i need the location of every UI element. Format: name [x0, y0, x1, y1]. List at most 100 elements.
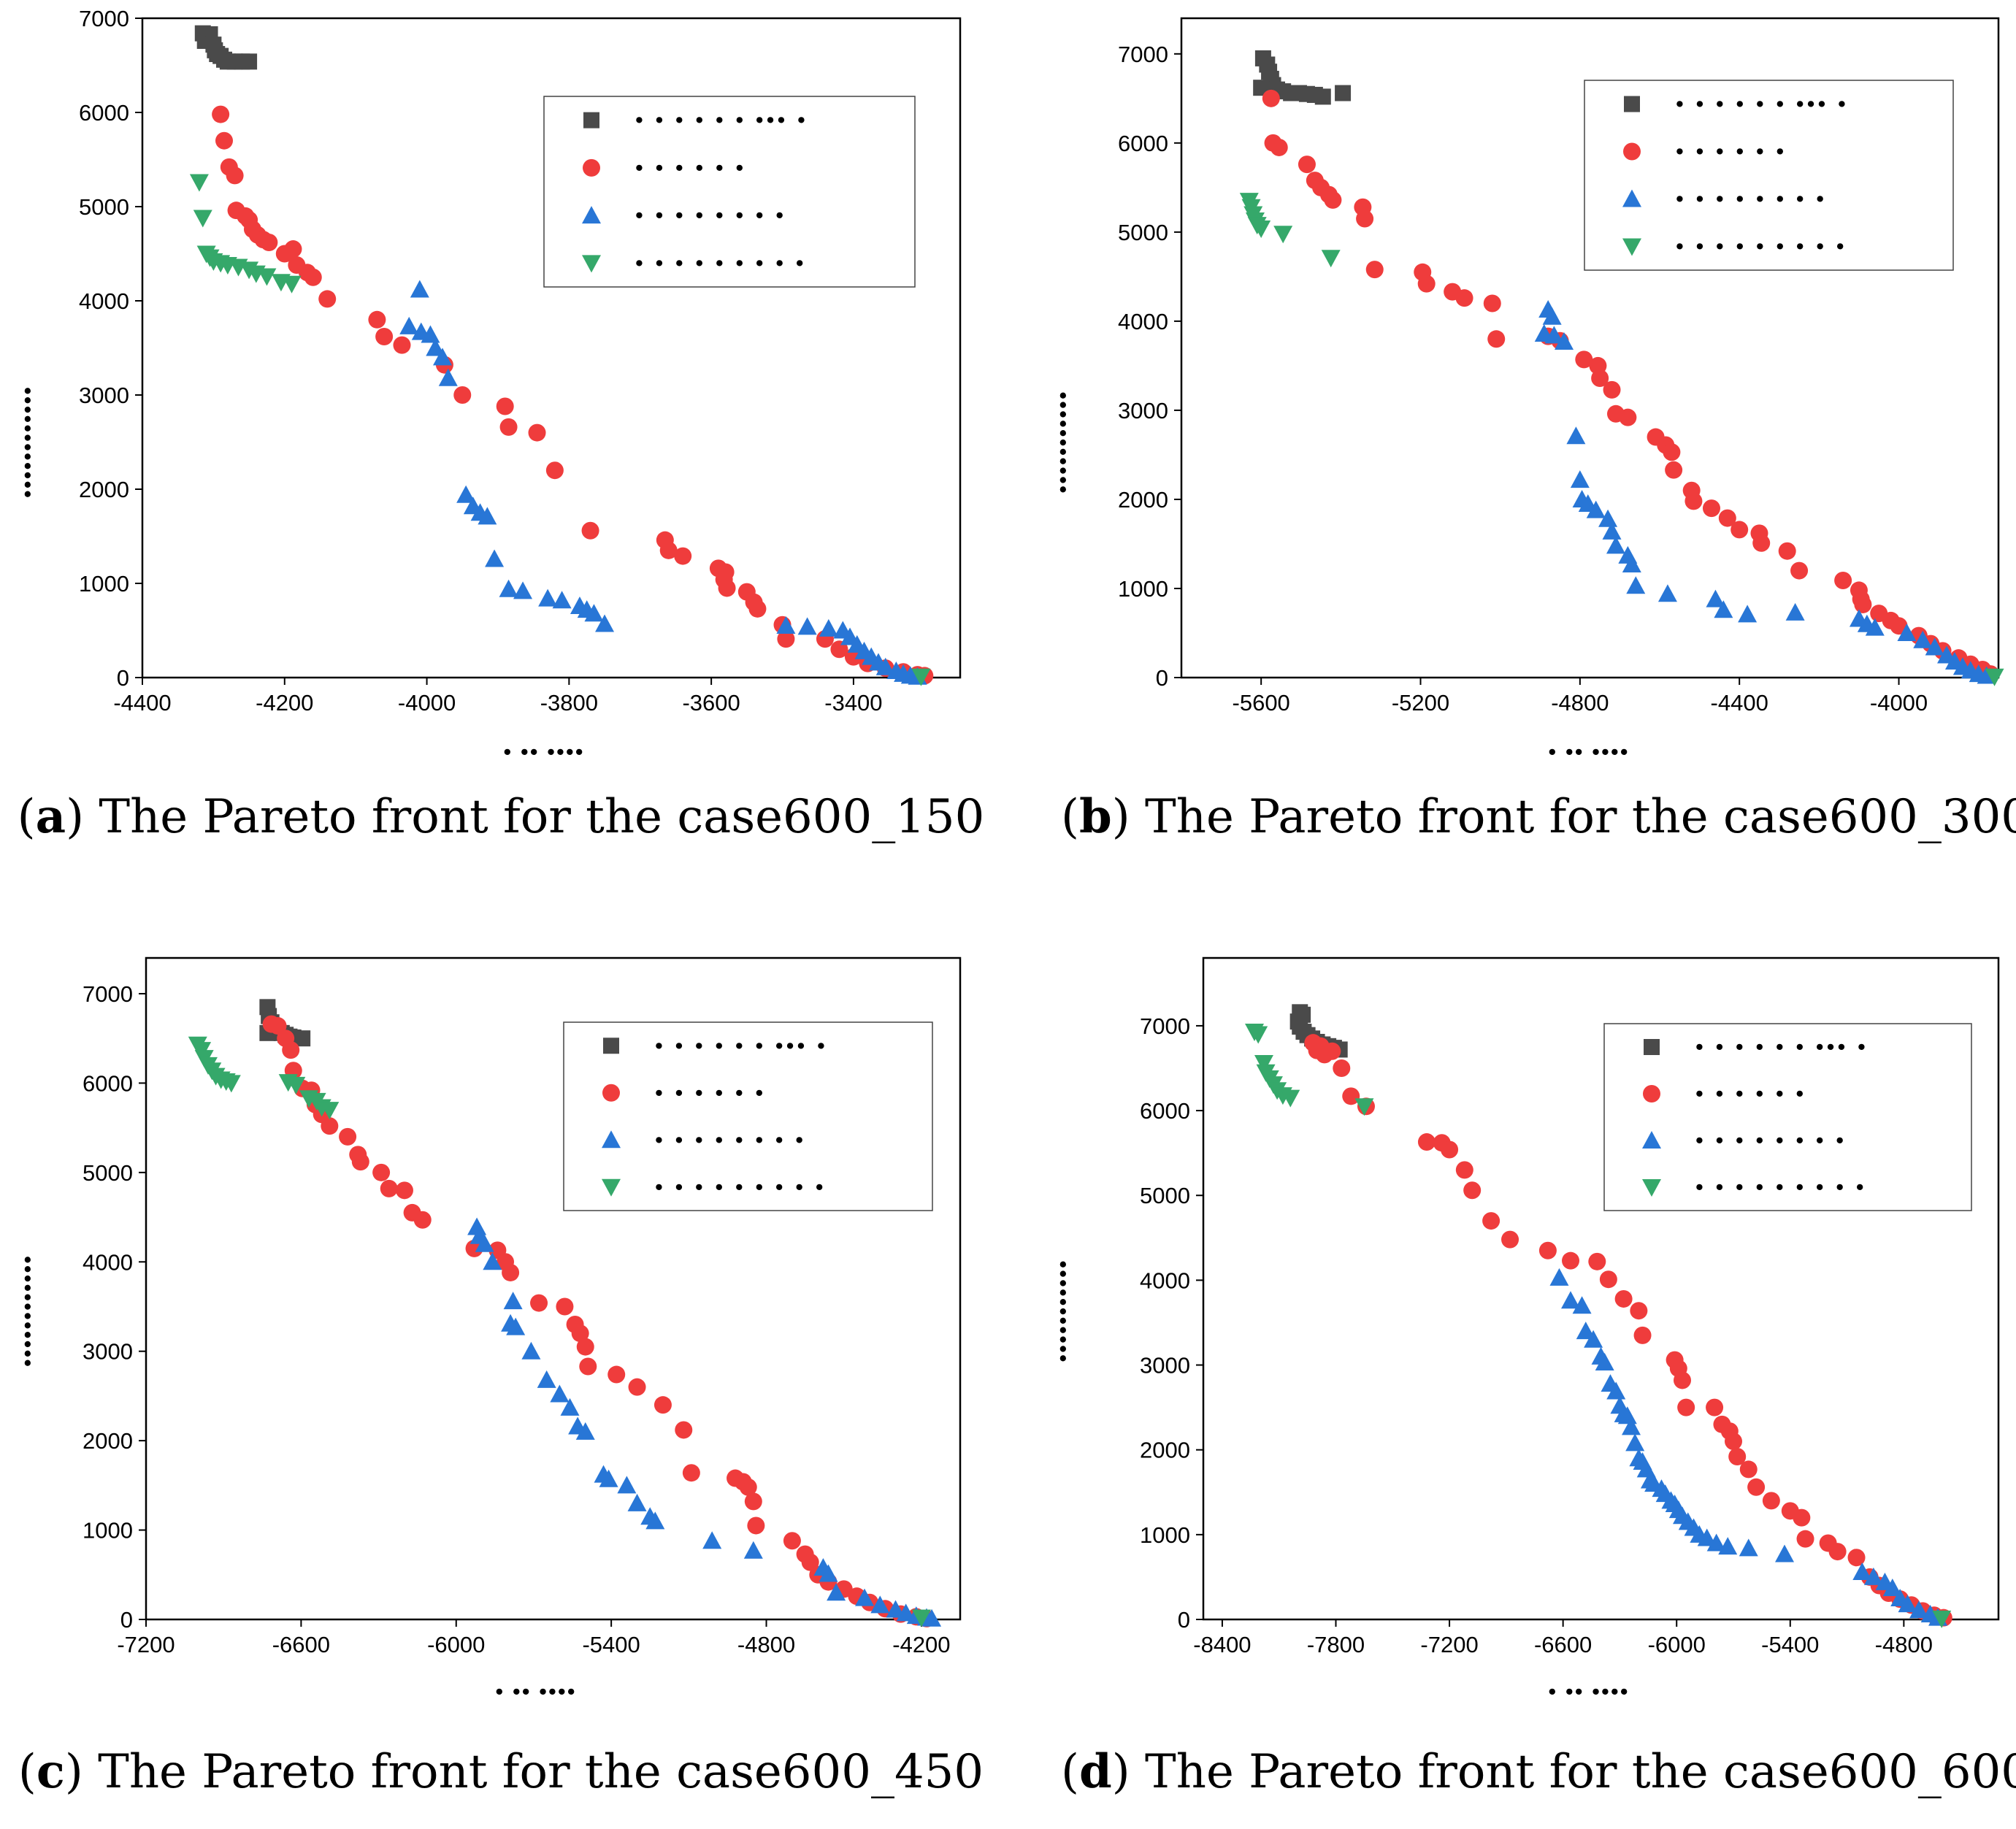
y-tick-label: 5000 [83, 1160, 133, 1186]
data-point [1925, 637, 1944, 656]
plot-frame [1202, 956, 2000, 1621]
legend-label: • • • • • • • • [1676, 186, 1827, 212]
data-point [426, 338, 445, 356]
data-point [1790, 561, 1809, 580]
data-point [1599, 1270, 1617, 1289]
data-point [674, 547, 692, 565]
data-point [1619, 408, 1637, 426]
data-point [513, 581, 533, 599]
legend-marker [1624, 96, 1640, 112]
series-3 [467, 1217, 942, 1627]
data-point [797, 617, 817, 635]
data-point [321, 1117, 339, 1135]
data-point [226, 166, 244, 185]
series-4 [1245, 1024, 1952, 1628]
y-tick-label: 3000 [83, 1339, 133, 1365]
plot-frame [145, 956, 962, 1621]
data-point [465, 1239, 483, 1257]
data-point [485, 549, 505, 567]
data-point [294, 1030, 311, 1047]
data-point [1270, 138, 1288, 156]
data-point [1562, 1251, 1580, 1270]
legend-label: • • • • • • • • • [655, 1174, 827, 1200]
panel-caption: (c) The Pareto front for the case600_450 [18, 1744, 984, 1799]
legend-marker [1644, 1039, 1660, 1055]
data-point [1898, 1595, 1917, 1613]
data-point [1847, 1549, 1866, 1567]
legend-marker [583, 112, 599, 129]
data-point [1253, 80, 1270, 96]
data-point [627, 1493, 647, 1511]
data-point [1254, 1055, 1273, 1073]
data-point [1354, 1098, 1374, 1116]
data-point [1865, 618, 1885, 636]
data-point [506, 1317, 526, 1335]
data-point [304, 268, 322, 286]
data-point [1591, 369, 1609, 387]
x-axis-label: • •• •••• [503, 739, 584, 764]
series-3 [1534, 300, 1996, 684]
legend-label: • • • • • • • • • [1676, 234, 1847, 259]
data-point [530, 1294, 548, 1312]
caption-text: ) The Pareto front for the case600_300 [1112, 790, 2016, 844]
caption-text: ) The Pareto front for the case600_600 [1112, 1745, 2016, 1799]
data-point [608, 1365, 626, 1384]
data-point [1575, 350, 1593, 369]
data-point [911, 1609, 931, 1627]
data-point [1725, 1433, 1742, 1451]
x-tick-label: -6000 [427, 1632, 485, 1657]
data-point [351, 1153, 369, 1171]
data-point [320, 1102, 340, 1120]
caption-letter: d [1079, 1744, 1112, 1799]
data-point [1561, 1291, 1581, 1309]
legend-label: • • • • • • [635, 155, 746, 180]
x-tick-label: -4400 [1711, 690, 1768, 716]
data-point [1793, 1508, 1811, 1527]
data-point [221, 1075, 241, 1093]
data-point [776, 616, 796, 634]
y-tick-label: 4000 [1118, 309, 1168, 334]
data-point [1718, 509, 1736, 527]
legend-box [543, 96, 916, 288]
data-point [1663, 443, 1681, 461]
data-point [1606, 1381, 1626, 1400]
data-point [1863, 1567, 1883, 1585]
data-point [1273, 226, 1293, 244]
legend-label: • • • • • • • • • [635, 250, 807, 275]
x-tick-label: -4800 [737, 1632, 795, 1657]
data-point [1625, 1433, 1645, 1452]
data-point [1626, 576, 1646, 594]
legend-marker [602, 1130, 621, 1149]
data-point [483, 1252, 502, 1270]
y-tick-label: 0 [1156, 665, 1168, 691]
x-tick-label: -4000 [1870, 690, 1928, 716]
legend-marker [1643, 1085, 1660, 1103]
data-point [545, 461, 564, 480]
data-point [1985, 668, 2004, 686]
data-point [1706, 589, 1725, 607]
data-point [282, 275, 302, 294]
y-tick-label: 6000 [83, 1070, 133, 1096]
data-point [1665, 461, 1683, 479]
x-axis-label: • •• •••• [1548, 739, 1629, 764]
legend-box [563, 1021, 933, 1211]
data-point [438, 368, 458, 386]
data-point [1323, 1042, 1341, 1060]
legend-marker [1622, 189, 1641, 207]
data-point [1882, 1579, 1902, 1597]
legend: • • • • • • ••• • • • • • • • • • • • • • … [563, 1021, 933, 1211]
data-point [702, 1531, 722, 1549]
y-axis-label: ••••••••••• [1050, 390, 1076, 493]
data-point [1576, 1322, 1595, 1340]
legend-marker [583, 158, 600, 177]
panel-c: -7200 -6600 -6000 -5400 -4800 -4200 0 1000 2000 3… [15, 956, 984, 1799]
y-tick-label: 7000 [1118, 42, 1168, 67]
x-tick-label: -5400 [1761, 1632, 1819, 1657]
caption-letter: a [36, 789, 66, 844]
legend-label: • • • • • • • • [655, 1127, 806, 1152]
y-tick-label: 3000 [79, 383, 129, 408]
y-axis-label: •••••••••••• [15, 386, 40, 498]
x-tick-label: -4400 [113, 690, 171, 716]
data-point [212, 105, 230, 123]
data-point [1702, 499, 1720, 518]
